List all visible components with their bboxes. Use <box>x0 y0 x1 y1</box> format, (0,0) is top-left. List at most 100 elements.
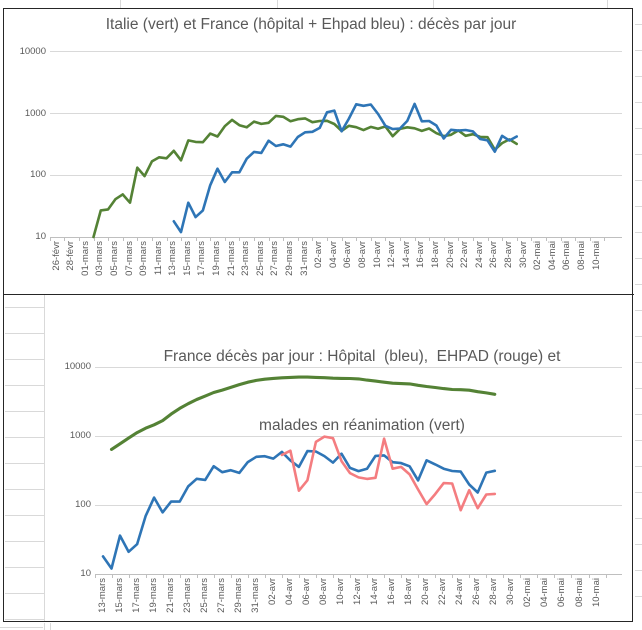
top-chart-title: Italie (vert) et France (hôpital + Ehpad… <box>105 16 517 33</box>
x-axis-tickmark <box>333 574 334 578</box>
x-axis-tickmark <box>151 237 153 241</box>
x-axis-tickmark <box>452 574 454 578</box>
x-axis-tickmark <box>575 237 577 241</box>
x-axis-tickmark <box>516 237 518 241</box>
worksheet-row-line <box>634 258 642 259</box>
worksheet-row-line <box>634 388 642 389</box>
x-axis-tickmark <box>571 574 573 578</box>
y-axis-tick-label: 100 <box>75 499 91 510</box>
x-axis-tickmark <box>179 574 181 578</box>
worksheet-row-line <box>4 619 44 620</box>
x-axis-tickmark <box>264 574 266 578</box>
x-axis-tickmark <box>531 237 533 241</box>
worksheet-row-line <box>634 466 642 467</box>
x-axis-tickmark <box>356 237 358 241</box>
x-axis-tickmark <box>458 237 460 241</box>
x-axis-tickmark <box>503 574 505 578</box>
x-axis-tickmark <box>108 237 110 241</box>
x-axis-tickmark <box>537 574 539 578</box>
chart-divider <box>3 293 634 295</box>
worksheet-row-line <box>634 570 642 571</box>
x-axis-tickmark <box>560 237 562 241</box>
x-axis-tickmark <box>486 574 488 578</box>
worksheet-column-line <box>433 0 434 8</box>
worksheet-row-line <box>634 206 642 207</box>
worksheet-row-line <box>634 440 642 441</box>
x-axis-tickmark <box>370 237 372 241</box>
worksheet-row-line <box>4 489 44 490</box>
x-axis-tickmark <box>367 574 368 578</box>
x-axis-tickmark <box>297 237 299 241</box>
x-axis-tickmark <box>487 237 489 241</box>
x-axis-tickmark <box>400 237 401 241</box>
x-axis-tickmark <box>429 237 431 241</box>
worksheet-column-line <box>277 0 278 8</box>
worksheet-row-line <box>634 284 642 285</box>
worksheet-row-line <box>0 627 43 628</box>
x-axis-tickmark <box>589 237 591 241</box>
x-axis-tickmark <box>554 574 556 578</box>
x-axis-tickmark <box>230 574 232 578</box>
x-axis-tickmark <box>435 574 437 578</box>
x-axis-tickmark <box>502 237 504 241</box>
worksheet-row-line <box>634 518 642 519</box>
y-axis-tick-label: 10000 <box>19 45 46 57</box>
x-axis-tickmark <box>418 574 420 578</box>
worksheet-row-line <box>634 24 642 25</box>
y-axis-tick-label: 10 <box>35 231 46 242</box>
y-gridline <box>50 51 622 53</box>
worksheet-row-line <box>634 154 642 155</box>
x-axis-tickmark <box>472 237 474 241</box>
worksheet-row-line <box>4 307 44 308</box>
x-axis-tickmark <box>49 237 51 241</box>
worksheet-row-line <box>634 232 642 233</box>
x-axis-tickmark <box>94 574 96 578</box>
x-axis-tickmark <box>327 237 328 241</box>
worksheet-row-line <box>634 310 642 311</box>
worksheet-row-line <box>634 596 642 597</box>
y-gridline <box>95 366 622 368</box>
x-axis-tickmark <box>111 574 113 578</box>
y-axis-tick-label: 10 <box>80 568 91 579</box>
worksheet-row-line <box>4 567 44 568</box>
y-axis-tick-label: 1000 <box>24 107 46 119</box>
worksheet-row-line <box>634 414 642 415</box>
worksheet-row-line <box>634 128 642 129</box>
worksheet-row-line <box>4 385 44 386</box>
worksheet-row-line <box>634 102 642 103</box>
x-axis-tickmark <box>350 574 351 578</box>
x-axis-tickmark <box>224 237 226 241</box>
x-axis-tickmark <box>545 237 547 241</box>
x-axis-tickmark <box>315 574 317 578</box>
worksheet-row-line <box>4 411 44 412</box>
y-axis-tick-label: 10000 <box>64 361 91 372</box>
x-axis-tickmark <box>166 237 168 241</box>
x-axis-tickmark <box>341 237 343 241</box>
worksheet-column-line <box>607 0 608 8</box>
worksheet-row-line <box>634 50 642 51</box>
x-axis-tickmark <box>385 237 387 241</box>
x-axis-tickmark <box>195 237 197 241</box>
x-axis-tickmark <box>443 237 445 241</box>
y-axis-tick-label: 100 <box>30 169 46 181</box>
x-axis-tickmark <box>281 574 283 578</box>
worksheet-row-line <box>4 515 44 516</box>
x-axis-tickmark <box>247 574 249 578</box>
x-axis-tickmark <box>401 574 403 578</box>
x-axis-tickmark <box>384 574 386 578</box>
bottom-chart-title: France décès par jour : Hôpital (bleu), … <box>95 299 629 483</box>
worksheet-row-line <box>4 437 44 438</box>
x-axis-tickmark <box>520 574 522 578</box>
worksheet-column-line <box>43 295 45 622</box>
y-axis-tick-label: 1000 <box>69 430 91 441</box>
worksheet-row-line <box>634 180 642 181</box>
x-axis-tickmark <box>122 237 124 241</box>
x-axis-tickmark <box>78 237 80 241</box>
x-axis-tickmark <box>181 237 182 241</box>
x-axis-tickmark <box>64 237 66 241</box>
x-axis-tickmark <box>588 574 590 578</box>
x-axis-tickmark <box>145 574 147 578</box>
bottom-chart-title-line2: malades en réanimation (vert) <box>259 417 465 434</box>
x-axis-tickmark <box>213 574 215 578</box>
y-gridline <box>95 573 622 575</box>
